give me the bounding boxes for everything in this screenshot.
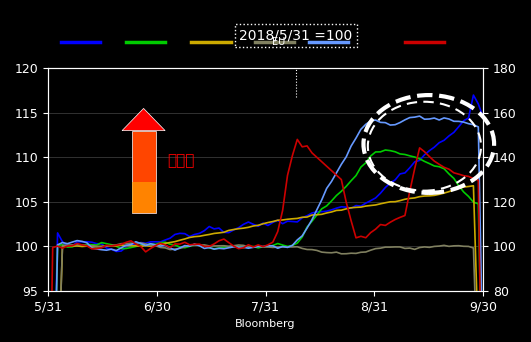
Text: EU: EU [272, 37, 285, 47]
X-axis label: Bloomberg: Bloomberg [235, 319, 296, 329]
Text: 2018/5/31 =100: 2018/5/31 =100 [239, 28, 353, 42]
Polygon shape [132, 182, 156, 213]
Polygon shape [132, 131, 156, 213]
Polygon shape [122, 108, 165, 131]
Text: ドル高: ドル高 [168, 153, 195, 168]
